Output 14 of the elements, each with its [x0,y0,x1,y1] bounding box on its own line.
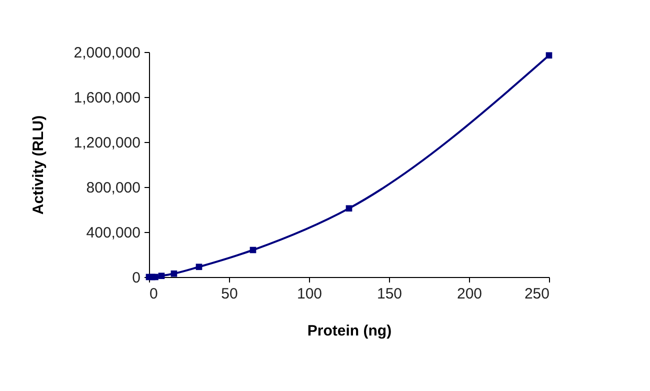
y-tick-label: 400,000 [86,224,140,242]
x-tick-label: 250 [524,286,550,302]
y-tick-label: 800,000 [86,180,140,196]
y-tick-label: 2,000,000 [74,44,140,62]
x-tick-label: 50 [221,286,238,302]
x-tick-label: 0 [150,286,158,302]
y-tick-label: 0 [132,270,140,286]
x-axis-title: Protein (ng) [307,322,392,340]
x-tick-label: 150 [376,286,402,302]
y-tick-label: 1,200,000 [74,134,140,152]
x-tick-label: 100 [296,286,322,302]
x-tick-label: 200 [456,286,482,302]
y-tick-label: 1,600,000 [74,90,140,106]
y-axis-title: Activity (RLU) [30,115,47,215]
